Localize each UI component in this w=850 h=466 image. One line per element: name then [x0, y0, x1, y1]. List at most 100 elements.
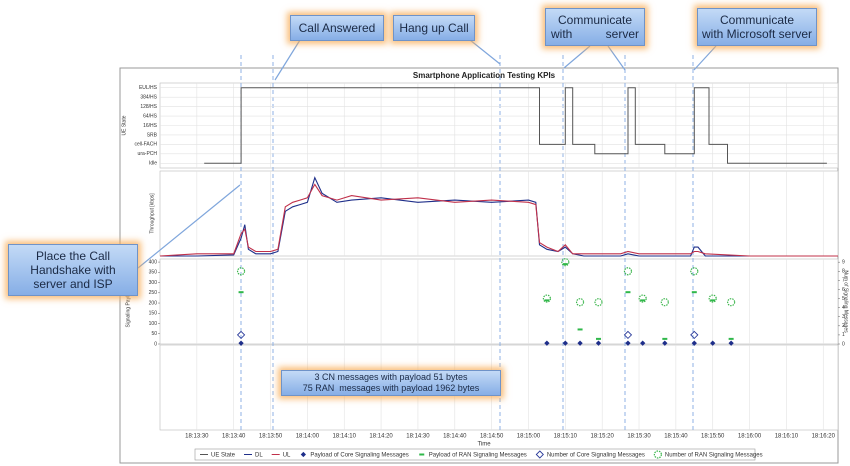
legend-label: UL: [283, 453, 291, 459]
x-tick-label: 18:15:30: [627, 434, 651, 440]
ue-state-line: [204, 87, 827, 164]
callout-text: Call Answered: [298, 21, 376, 35]
signal-point: [623, 267, 633, 276]
y2-tick-label: 4: [842, 305, 845, 311]
signal-point: [691, 340, 697, 346]
y-tick-label: 50: [151, 331, 157, 337]
legend-label: DL: [255, 453, 263, 459]
legend-swatch: [535, 450, 544, 459]
callout-text: Place the Call: [35, 249, 111, 263]
callout-text: 75 RAN messages with payload 1962 bytes: [302, 383, 480, 393]
y-axis-label: Signaling Payload [bits]: [125, 275, 131, 328]
signal-point: [662, 337, 668, 340]
signal-point: [728, 337, 734, 340]
signal-point: [662, 340, 668, 346]
x-tick-label: 18:13:40: [222, 434, 246, 440]
callout: Communicate with Microsoft server: [697, 8, 817, 46]
x-tick-label: 18:14:30: [406, 434, 430, 440]
legend-label: UE State: [211, 453, 236, 459]
x-tick-label: 18:16:20: [812, 434, 836, 440]
signal-point: [236, 330, 246, 340]
arrow: [137, 184, 241, 269]
y2-tick-label: 0: [842, 341, 845, 347]
callout-text: 3 CN messages with payload 51 bytes: [314, 372, 468, 382]
x-tick-label: 18:15:20: [590, 434, 614, 440]
signal-point: [544, 299, 550, 302]
x-tick-label: 18:14:20: [369, 434, 393, 440]
callout-text: server and ISP: [33, 277, 113, 291]
signal-point: [710, 299, 716, 302]
signal-point: [577, 340, 583, 346]
y-tick-label: 64/HS: [143, 113, 158, 119]
x-tick-label: 18:16:10: [775, 434, 799, 440]
throughput-line: [159, 183, 838, 257]
signal-point: [690, 267, 699, 276]
signal-point: [660, 298, 669, 307]
signal-point: [561, 258, 570, 267]
chart-title: Smartphone Application Testing KPIs: [413, 71, 556, 80]
signal-point: [544, 340, 550, 346]
y-tick-label: 128/HS: [140, 104, 157, 110]
y-tick-label: 400: [149, 259, 158, 265]
y-tick-label: 300: [149, 280, 158, 286]
signal-point: [690, 330, 699, 340]
panel: [159, 258, 839, 345]
y-tick-label: 150: [149, 311, 158, 317]
callout-text: with Microsoft server: [701, 27, 813, 41]
y-tick-label: cell-FACH: [134, 142, 157, 148]
throughput-line: [160, 176, 838, 257]
arrows: [137, 39, 717, 269]
signal-point: [727, 298, 736, 307]
signal-point: [238, 340, 244, 346]
y-axis-label: UE State: [121, 115, 127, 135]
signal-point: [640, 340, 646, 346]
y-axis-label: Throughput [kbps]: [149, 193, 155, 234]
y2-tick-label: 7: [842, 278, 845, 284]
arrow: [693, 45, 717, 71]
arrow: [469, 39, 501, 65]
x-tick-label: 18:14:00: [296, 434, 320, 440]
signal-point: [594, 298, 603, 307]
y2-tick-label: 5: [842, 296, 845, 302]
signal-point: [623, 330, 633, 340]
signal-point: [238, 291, 244, 294]
y2-tick-label: 1: [842, 332, 845, 338]
y-tick-label: 16/HS: [143, 123, 158, 129]
callout: Place the Call Handshake with server and I…: [8, 244, 138, 296]
callout-text: Communicate: [557, 13, 633, 27]
callout-text: Hang up Call: [399, 21, 469, 35]
legend-label: Number of Core Signaling Messages: [547, 453, 645, 459]
x-axis-label: Time: [477, 442, 491, 448]
legend: [194, 448, 756, 461]
y-tick-label: 350: [149, 270, 158, 276]
x-tick-label: 18:14:50: [480, 434, 504, 440]
signal-point: [708, 294, 717, 303]
callout-text: Communicate: [719, 13, 795, 27]
callout: Hang up Call: [393, 15, 475, 41]
signal-point: [710, 340, 716, 346]
callout: Call Answered: [290, 15, 384, 41]
arrow: [274, 39, 301, 81]
y-tick-label: 200: [149, 300, 158, 306]
callout: 3 CN messages with payload 51 bytes 75 RA…: [281, 370, 501, 396]
arrow: [607, 45, 626, 71]
x-tick-label: 18:14:10: [333, 434, 357, 440]
y-tick-label: ura-PCH: [138, 151, 158, 157]
y-tick-label: 250: [149, 290, 158, 296]
signal-point: [691, 291, 697, 294]
signal-point: [595, 340, 602, 346]
y-tick-label: 0: [154, 341, 157, 347]
x-tick-label: 18:15:10: [554, 434, 578, 440]
legend-label: Payload of RAN Signaling Messages: [429, 453, 527, 459]
y2-axis-label: Num of Signaling Messages: [843, 270, 849, 333]
legend-swatch: [419, 453, 425, 456]
signal-point: [595, 337, 601, 340]
x-tick-label: 18:15:50: [701, 434, 725, 440]
signal-point: [542, 294, 552, 303]
signal-point: [638, 294, 647, 303]
signal-point: [562, 263, 568, 266]
arrow: [563, 45, 591, 69]
x-tick-label: 18:13:50: [259, 434, 283, 440]
